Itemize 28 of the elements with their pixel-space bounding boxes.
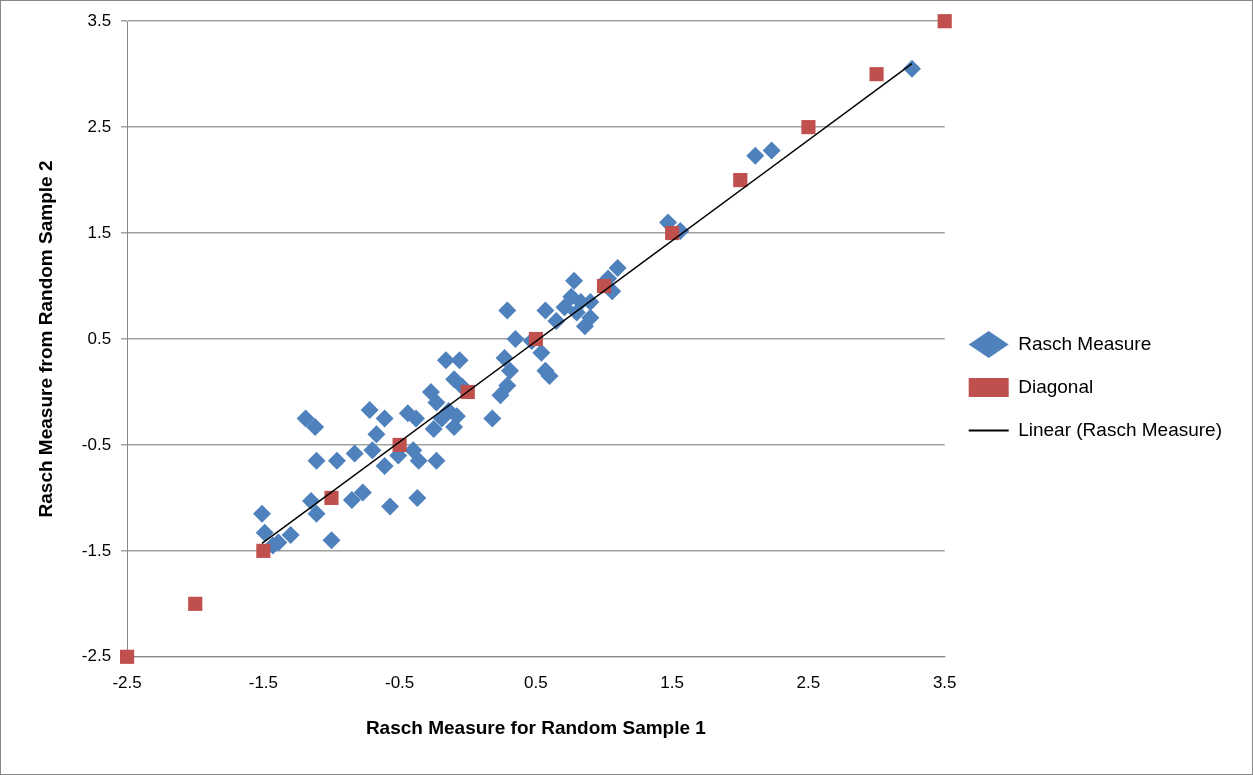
x-tick-label: 2.5 xyxy=(796,672,821,692)
legend-label: Diagonal xyxy=(1018,375,1094,397)
y-axis-title: Rasch Measure from Random Sample 2 xyxy=(34,160,56,518)
point xyxy=(937,14,952,29)
point xyxy=(120,649,135,664)
x-axis-title: Rasch Measure for Random Sample 1 xyxy=(365,716,707,738)
y-tick-label: -2.5 xyxy=(81,646,112,666)
point xyxy=(665,226,680,241)
x-tick-label: 3.5 xyxy=(932,672,957,692)
x-tick-label: -1.5 xyxy=(248,672,279,692)
y-tick-label: -0.5 xyxy=(81,434,112,454)
y-tick-label: 1.5 xyxy=(87,222,112,242)
y-tick-label: -1.5 xyxy=(81,540,112,560)
y-tick-label: 3.5 xyxy=(87,10,112,30)
x-tick-label: 1.5 xyxy=(660,672,684,692)
point xyxy=(801,120,816,135)
point xyxy=(324,490,339,505)
x-tick-label: 0.5 xyxy=(524,672,548,692)
x-tick-label: -2.5 xyxy=(112,672,142,692)
point xyxy=(733,173,748,188)
point xyxy=(256,543,271,558)
point xyxy=(869,67,884,82)
point xyxy=(188,596,203,611)
y-tick-label: 2.5 xyxy=(87,116,112,136)
x-tick-label: -0.5 xyxy=(384,672,415,692)
y-tick-label: 0.5 xyxy=(87,328,112,348)
legend-label: Rasch Measure xyxy=(1018,332,1152,354)
legend-label: Linear (Rasch Measure) xyxy=(1018,418,1223,440)
